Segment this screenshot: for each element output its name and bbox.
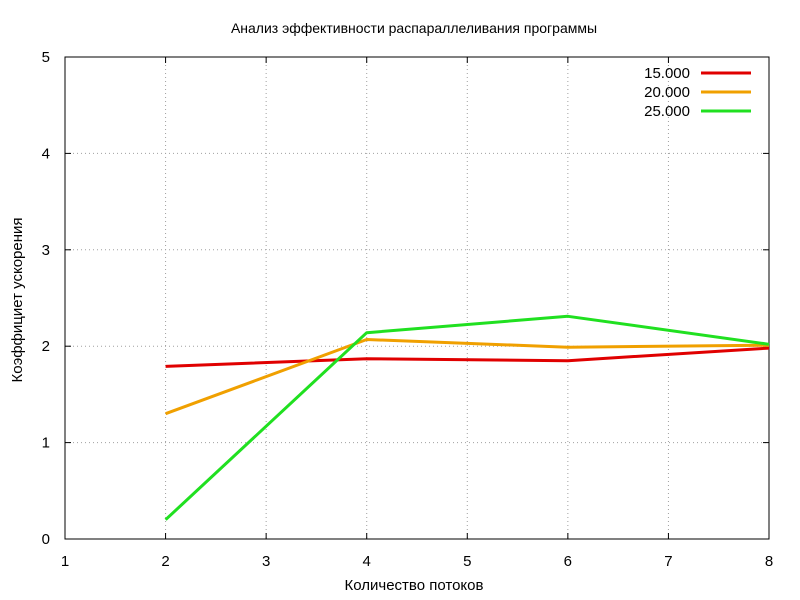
x-tick-label: 6 xyxy=(564,553,572,570)
x-tick-label: 2 xyxy=(161,553,169,570)
y-tick-label: 1 xyxy=(42,435,50,452)
x-tick-label: 1 xyxy=(61,553,69,570)
y-axis-label: Коэффициет ускорения xyxy=(9,217,26,382)
x-tick-label: 5 xyxy=(463,553,471,570)
series-lines xyxy=(164,314,770,521)
series-line-3 xyxy=(164,314,770,521)
y-tick-label: 0 xyxy=(42,531,50,548)
legend-label: 25.000 xyxy=(644,103,690,120)
series-line-2 xyxy=(165,338,770,416)
y-tick-label: 3 xyxy=(42,242,50,259)
x-tick-label: 4 xyxy=(363,553,371,570)
plot-frame xyxy=(64,56,770,540)
y-tick-label: 4 xyxy=(42,145,50,162)
grid xyxy=(65,57,769,539)
y-tick-label: 2 xyxy=(42,338,50,355)
x-axis-label: Количество потоков xyxy=(345,577,484,594)
x-tick-label: 3 xyxy=(262,553,270,570)
x-tick-label: 8 xyxy=(765,553,773,570)
legend: 15.000 20.000 25.000 xyxy=(644,65,751,120)
chart-title: Анализ эффективности распараллеливания п… xyxy=(231,20,597,36)
legend-label: 15.000 xyxy=(644,65,690,82)
legend-label: 20.000 xyxy=(644,84,690,101)
x-tick-label: 7 xyxy=(664,553,672,570)
series-line-1 xyxy=(165,346,770,368)
y-tick-label: 5 xyxy=(42,49,50,66)
